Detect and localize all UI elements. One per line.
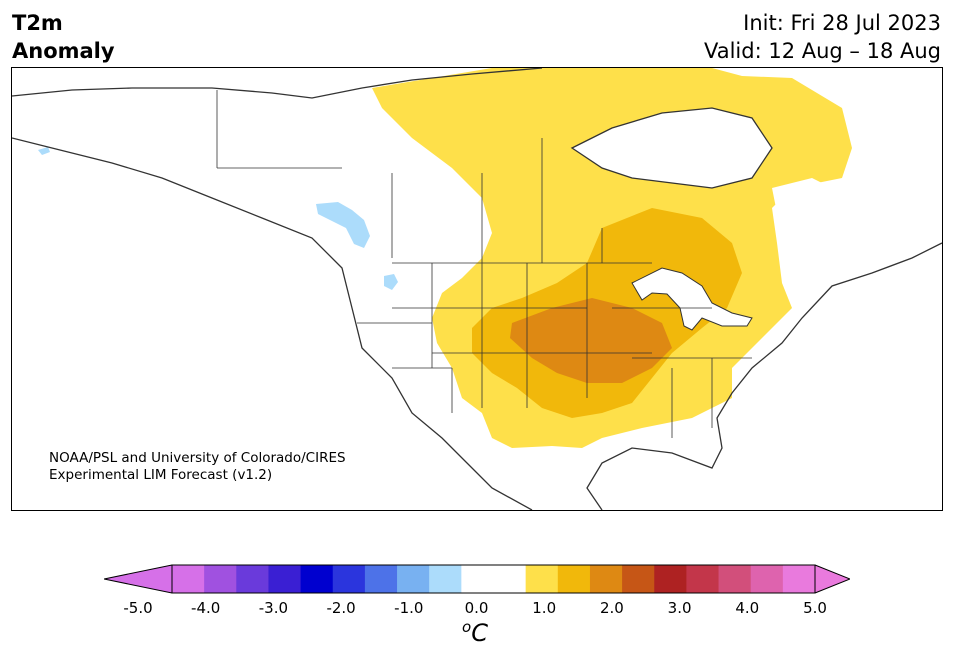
map-canvas xyxy=(12,68,942,510)
colorbar-cell xyxy=(750,565,784,593)
colorbar-cell xyxy=(172,565,205,593)
colorbar-arrow-outline-left xyxy=(104,564,173,594)
valid-range: Valid: 12 Aug – 18 Aug xyxy=(703,39,941,63)
colorbar-tick-label: 5.0 xyxy=(803,599,827,617)
colorbar-tick-label: 1.0 xyxy=(532,599,557,617)
cool-patch-northwest xyxy=(316,202,370,248)
colorbar-tick-label: 4.0 xyxy=(735,599,760,617)
credit-line-2: Experimental LIM Forecast (v1.2) xyxy=(49,467,273,483)
colorbar-cell xyxy=(622,565,655,593)
map-title: T2m Anomaly xyxy=(12,9,115,65)
init-date: Init: Fri 28 Jul 2023 xyxy=(743,11,941,35)
colorbar-unit: oC xyxy=(462,618,488,647)
anomaly-band-orange xyxy=(510,298,672,383)
colorbar-tick-label: 2.0 xyxy=(599,599,624,617)
colorbar-tick-label: -5.0 xyxy=(123,599,153,617)
colorbar-cell xyxy=(782,565,816,593)
colorbar xyxy=(104,564,850,594)
credit-text: NOAA/PSL and University of Colorado/CIRE… xyxy=(49,450,346,484)
colorbar-cell xyxy=(397,565,430,593)
colorbar-cell xyxy=(589,565,623,593)
colorbar-cell xyxy=(461,565,495,593)
variable-label: T2m xyxy=(12,11,63,35)
great-lakes xyxy=(631,267,753,331)
colorbar-cell xyxy=(654,565,687,593)
credit-line-1: NOAA/PSL and University of Colorado/CIRE… xyxy=(49,450,346,466)
hudson-bay-coast xyxy=(570,107,773,189)
colorbar-over-arrow xyxy=(815,565,850,593)
anomaly-map xyxy=(11,67,943,511)
unit-degree: o xyxy=(462,618,472,636)
colorbar-outline xyxy=(171,564,816,594)
coastline xyxy=(12,68,942,510)
colorbar-cell xyxy=(300,565,334,593)
cool-patch-pacific xyxy=(384,274,398,290)
colorbar-cell xyxy=(204,565,237,593)
colorbar-cell xyxy=(525,565,559,593)
colorbar-cell xyxy=(557,565,591,593)
colorbar-cell xyxy=(332,565,366,593)
colorbar-cell xyxy=(429,565,462,593)
colorbar-tick-label: -3.0 xyxy=(258,599,289,617)
labrador-neutral xyxy=(772,178,912,273)
colorbar-cell xyxy=(364,565,398,593)
colorbar-arrow-outline-right xyxy=(814,564,850,594)
colorbar-tick-label: 0.0 xyxy=(464,599,489,617)
colorbar-under-arrow xyxy=(104,565,172,593)
colorbar-cell xyxy=(686,565,720,593)
colorbar-cell xyxy=(493,565,527,593)
colorbar-tick-label: -2.0 xyxy=(326,599,356,617)
cool-patch-alaska xyxy=(38,147,50,155)
colorbar-cell xyxy=(718,565,752,593)
colorbar-cell xyxy=(236,565,270,593)
colorbar-cells xyxy=(172,565,816,593)
colorbar-tick-label: -1.0 xyxy=(394,599,424,617)
colorbar-cell xyxy=(268,565,302,593)
unit-celsius: C xyxy=(471,619,488,647)
hudson-bay-neutral xyxy=(572,108,772,188)
colorbar-tick-label: -4.0 xyxy=(191,599,221,617)
forecast-dates: Init: Fri 28 Jul 2023 Valid: 12 Aug – 18… xyxy=(704,9,941,65)
political-boundaries xyxy=(216,90,752,438)
colorbar-tick-label: 3.0 xyxy=(667,599,692,617)
anomaly-label: Anomaly xyxy=(12,39,115,63)
